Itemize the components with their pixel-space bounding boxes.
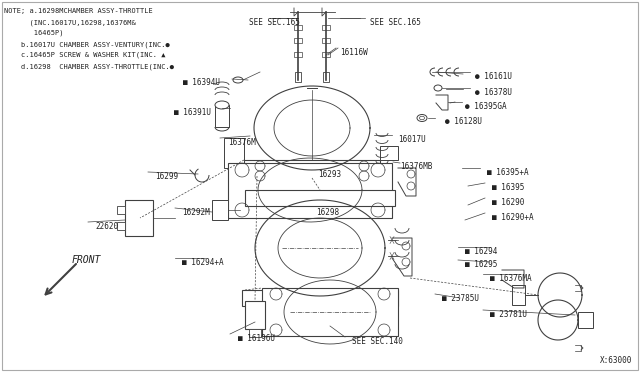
Text: ■ 16196U: ■ 16196U xyxy=(238,334,275,343)
Bar xyxy=(117,222,125,230)
Bar xyxy=(228,163,392,218)
Bar xyxy=(295,72,301,82)
Text: ■ 16295: ■ 16295 xyxy=(465,260,497,269)
Text: 16376M: 16376M xyxy=(228,138,256,147)
Bar xyxy=(322,25,330,30)
Bar xyxy=(212,200,228,220)
Bar xyxy=(245,301,265,329)
Bar xyxy=(224,138,244,168)
Text: (INC.16017U,16298,16376M&: (INC.16017U,16298,16376M& xyxy=(4,19,136,26)
Bar xyxy=(125,200,153,236)
Text: SEE SEC.165: SEE SEC.165 xyxy=(249,18,300,27)
Text: 16116W: 16116W xyxy=(340,48,368,57)
Text: NOTE; a.16298MCHAMBER ASSY-THROTTLE: NOTE; a.16298MCHAMBER ASSY-THROTTLE xyxy=(4,8,153,14)
Ellipse shape xyxy=(215,101,229,109)
Text: 16298: 16298 xyxy=(316,208,339,217)
Bar xyxy=(578,312,593,328)
Text: ■ 23785U: ■ 23785U xyxy=(442,294,479,303)
Text: 16465P): 16465P) xyxy=(4,30,63,36)
Bar xyxy=(512,285,525,305)
Bar xyxy=(117,206,125,214)
Text: ■ 23781U: ■ 23781U xyxy=(490,310,527,319)
Bar xyxy=(244,160,380,182)
Text: ■ 16395+A: ■ 16395+A xyxy=(487,168,529,177)
Text: ● 16128U: ● 16128U xyxy=(445,117,482,126)
Text: ● 16161U: ● 16161U xyxy=(475,72,512,81)
Text: ■ 16394U: ■ 16394U xyxy=(183,78,220,87)
Text: SEE SEC.140: SEE SEC.140 xyxy=(352,337,403,346)
Ellipse shape xyxy=(417,115,427,122)
Bar xyxy=(323,72,329,82)
Text: 22620: 22620 xyxy=(95,222,118,231)
Text: ● 16395GA: ● 16395GA xyxy=(465,102,507,111)
Bar xyxy=(242,290,398,306)
Text: ■ 16294+A: ■ 16294+A xyxy=(182,258,223,267)
Text: ■ 16391U: ■ 16391U xyxy=(174,108,211,117)
Bar xyxy=(236,170,388,192)
Text: ■ 16290+A: ■ 16290+A xyxy=(492,213,534,222)
Text: ■ 16290: ■ 16290 xyxy=(492,198,524,207)
Bar xyxy=(380,146,398,160)
Ellipse shape xyxy=(419,116,424,120)
Text: ■ 16395: ■ 16395 xyxy=(492,183,524,192)
Text: d.16298  CHAMBER ASSY-THROTTLE(INC.●: d.16298 CHAMBER ASSY-THROTTLE(INC.● xyxy=(4,63,174,70)
Bar xyxy=(322,38,330,43)
Bar xyxy=(294,52,302,57)
Bar xyxy=(294,25,302,30)
Text: 16293: 16293 xyxy=(318,170,341,179)
Text: SEE SEC.165: SEE SEC.165 xyxy=(370,18,421,27)
Text: 16292M: 16292M xyxy=(182,208,210,217)
Bar xyxy=(245,190,395,206)
Text: ■ 16376MA: ■ 16376MA xyxy=(490,274,532,283)
Text: ■ 16294: ■ 16294 xyxy=(465,247,497,256)
Bar xyxy=(215,105,229,127)
Text: c.16465P SCREW & WASHER KIT(INC. ▲: c.16465P SCREW & WASHER KIT(INC. ▲ xyxy=(4,52,166,58)
Text: 16299: 16299 xyxy=(155,172,178,181)
Text: b.16017U CHAMBER ASSY-VENTURY(INC.●: b.16017U CHAMBER ASSY-VENTURY(INC.● xyxy=(4,41,170,48)
Ellipse shape xyxy=(434,85,442,91)
Bar xyxy=(322,52,330,57)
Text: ● 16378U: ● 16378U xyxy=(475,88,512,97)
Ellipse shape xyxy=(233,77,243,83)
Text: 16376MB: 16376MB xyxy=(400,162,433,171)
Bar xyxy=(294,38,302,43)
Bar xyxy=(262,288,398,336)
Text: FRONT: FRONT xyxy=(72,255,101,265)
Text: 16017U: 16017U xyxy=(398,135,426,144)
Text: X:63000: X:63000 xyxy=(600,356,632,365)
Bar xyxy=(249,329,261,337)
